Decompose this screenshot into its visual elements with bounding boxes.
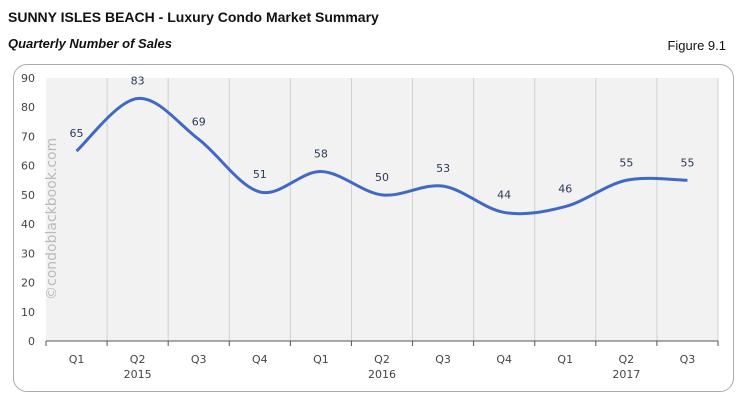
data-label: 50 (375, 171, 389, 184)
data-label: 55 (680, 156, 694, 169)
y-tick-label: 80 (21, 101, 35, 114)
data-label: 51 (253, 168, 267, 181)
data-label: 53 (436, 162, 450, 175)
x-tick-label: Q1 (69, 353, 85, 366)
x-tick-label: Q1 (557, 353, 573, 366)
y-tick-label: 90 (21, 72, 35, 85)
year-label: 2015 (124, 368, 152, 381)
data-label: 83 (131, 74, 145, 87)
chart-subtitle: Quarterly Number of Sales (8, 36, 172, 51)
x-tick-label: Q4 (496, 353, 512, 366)
y-tick-label: 50 (21, 189, 35, 202)
x-tick-label: Q2 (619, 353, 635, 366)
page-title: SUNNY ISLES BEACH - Luxury Condo Market … (8, 9, 379, 25)
data-label: 65 (70, 127, 84, 140)
data-label: 55 (619, 156, 633, 169)
x-tick-label: Q2 (374, 353, 390, 366)
y-tick-label: 70 (21, 130, 35, 143)
data-label: 69 (192, 115, 206, 128)
data-label: 58 (314, 148, 328, 161)
y-tick-label: 60 (21, 160, 35, 173)
plot-area (46, 78, 718, 341)
year-label: 2017 (612, 368, 640, 381)
y-tick-label: 10 (21, 306, 35, 319)
y-tick-label: 40 (21, 218, 35, 231)
data-label: 46 (558, 183, 572, 196)
watermark: ©condoblackbook.com (44, 138, 60, 300)
y-tick-label: 30 (21, 247, 35, 260)
y-tick-label: 20 (21, 277, 35, 290)
x-tick-label: Q3 (191, 353, 207, 366)
data-label: 44 (497, 188, 511, 201)
y-tick-label: 0 (28, 335, 35, 348)
year-label: 2016 (368, 368, 396, 381)
x-tick-label: Q2 (130, 353, 146, 366)
x-tick-label: Q3 (435, 353, 451, 366)
figure-number: Figure 9.1 (667, 38, 726, 53)
x-tick-label: Q4 (252, 353, 268, 366)
chart-frame (13, 64, 734, 392)
series-line (75, 96, 688, 216)
x-tick-label: Q3 (680, 353, 696, 366)
x-tick-label: Q1 (313, 353, 329, 366)
